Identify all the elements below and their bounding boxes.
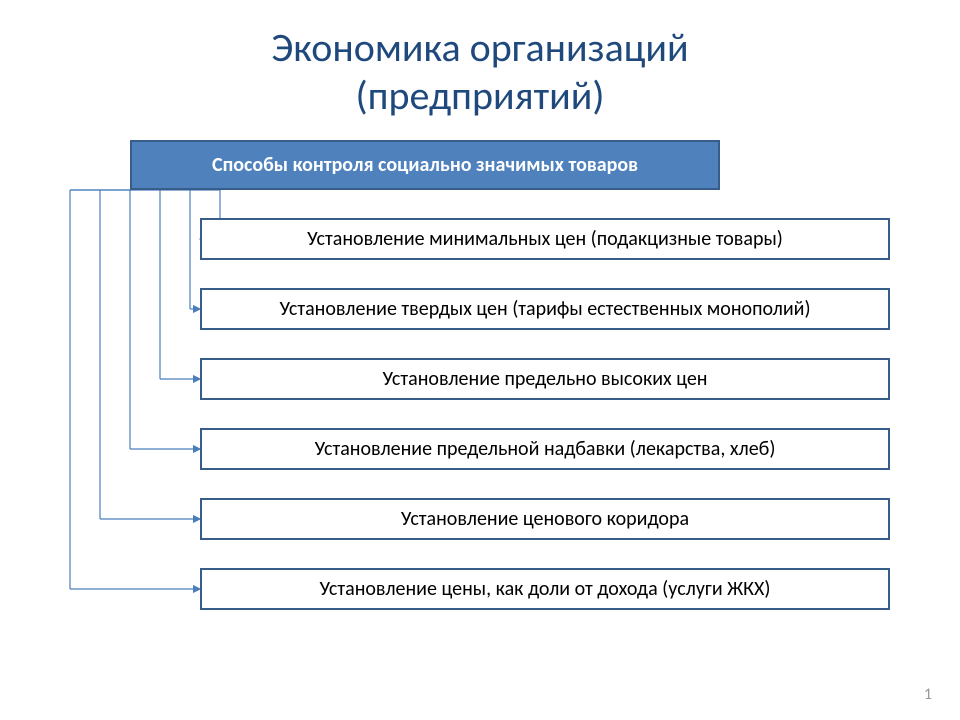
child-node-5: Установление цены, как доли от дохода (у… [200, 568, 890, 610]
page-number: 1 [924, 685, 932, 704]
title-line-2: (предприятий) [356, 71, 605, 120]
slide-title: Экономика организаций (предприятий) [0, 0, 960, 120]
child-node-1: Установление твердых цен (тарифы естеств… [200, 288, 890, 330]
title-line-1: Экономика организаций [271, 23, 688, 72]
child-node-4: Установление ценового коридора [200, 498, 890, 540]
child-node-0: Установление минимальных цен (подакцизны… [200, 218, 890, 260]
child-node-2: Установление предельно высоких цен [200, 358, 890, 400]
root-node: Способы контроля социально значимых това… [130, 140, 720, 190]
child-node-3: Установление предельной надбавки (лекарс… [200, 428, 890, 470]
diagram-container: Способы контроля социально значимых това… [0, 140, 960, 680]
